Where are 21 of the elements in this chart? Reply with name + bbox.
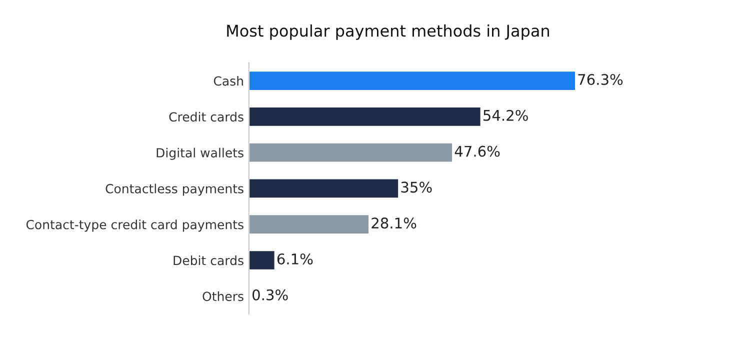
bar (248, 214, 370, 235)
data-label: 76.3% (578, 74, 623, 85)
y-tick-label: Others (202, 291, 244, 302)
bar (248, 250, 276, 271)
bar (248, 106, 482, 128)
chart-title: Most popular payment methods in Japan (227, 24, 549, 40)
data-label: 35% (401, 182, 432, 193)
data-label: 47.6% (454, 146, 500, 157)
y-tick-label: Contactless payments (106, 184, 244, 196)
data-label: 28.1% (372, 218, 416, 229)
bar (248, 178, 400, 200)
y-tick-label: Digital wallets (156, 148, 244, 160)
y-tick-label: Contact-type credit card payments (26, 220, 244, 232)
data-label: 0.3% (252, 289, 288, 300)
bar (248, 70, 576, 92)
data-label: 6.1% (277, 253, 313, 264)
y-tick-label: Cash (214, 76, 243, 86)
data-label: 54.2% (484, 110, 528, 121)
bar (248, 142, 454, 164)
y-tick-label: Credit cards (169, 112, 244, 122)
y-tick-label: Debit cards (174, 256, 244, 266)
